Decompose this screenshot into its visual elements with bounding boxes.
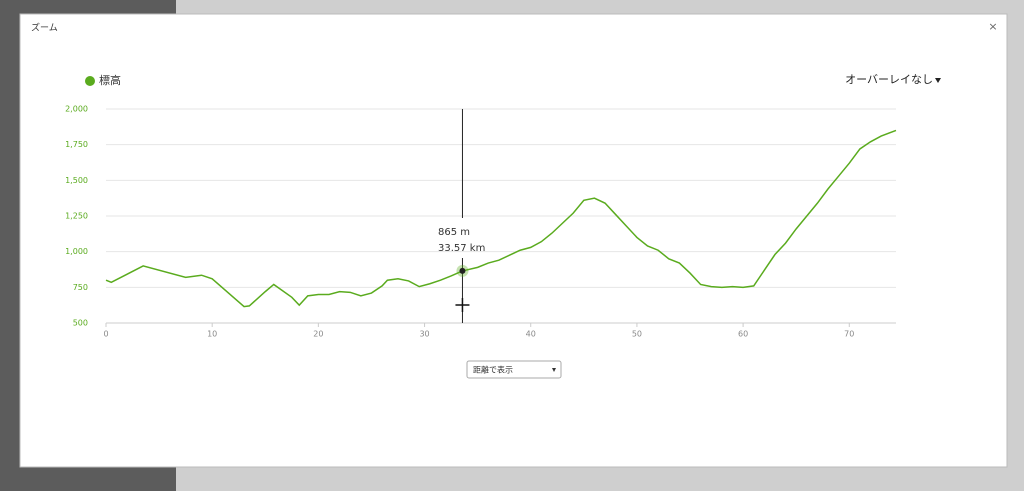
x-tick-label: 0 <box>103 330 108 339</box>
tooltip-text: 865 m <box>438 227 470 238</box>
dropdown-arrow <box>935 78 941 83</box>
y-tick-label: 1,750 <box>65 140 88 149</box>
x-tick-label: 30 <box>419 330 429 339</box>
y-tick-label: 1,500 <box>65 176 88 185</box>
x-tick-label: 50 <box>632 330 642 339</box>
x-tick-label: 20 <box>313 330 323 339</box>
y-tick-label: 2,000 <box>65 105 88 114</box>
x-tick-label: 70 <box>844 330 854 339</box>
legend-label[interactable]: 標高 <box>99 73 121 87</box>
axis-mode-select[interactable] <box>466 360 562 379</box>
y-tick-label: 750 <box>73 283 88 292</box>
legend-swatch <box>85 76 95 86</box>
x-tick-label: 40 <box>526 330 536 339</box>
modal <box>19 13 1008 468</box>
x-tick-label: 60 <box>738 330 748 339</box>
modal-title: ズーム <box>31 22 58 34</box>
y-tick-label: 1,000 <box>65 247 88 256</box>
y-tick-label: 500 <box>73 319 88 328</box>
close-button[interactable]: × <box>988 20 997 33</box>
x-tick-label: 10 <box>207 330 217 339</box>
y-tick-label: 1,250 <box>65 212 88 221</box>
axis-mode-label: 距離で表示 <box>473 365 513 375</box>
select-arrow <box>552 368 556 372</box>
hover-point <box>459 267 466 274</box>
tooltip-text: 33.57 km <box>438 243 485 254</box>
elevation-line <box>105 129 897 308</box>
overlay-dropdown[interactable]: オーバーレイなし <box>845 73 933 86</box>
